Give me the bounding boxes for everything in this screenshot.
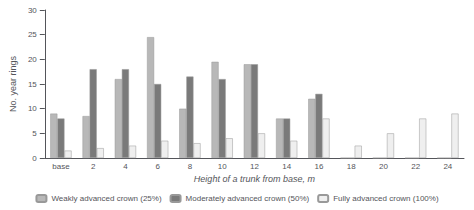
svg-text:16: 16 xyxy=(314,162,323,171)
svg-text:No. year rings: No. year rings xyxy=(8,55,18,112)
svg-text:Height of a trunk from base, m: Height of a trunk from base, m xyxy=(194,174,316,184)
svg-text:14: 14 xyxy=(282,162,291,171)
svg-text:20: 20 xyxy=(28,55,37,64)
svg-text:24: 24 xyxy=(443,162,452,171)
svg-text:18: 18 xyxy=(347,162,356,171)
svg-text:12: 12 xyxy=(250,162,259,171)
svg-text:6: 6 xyxy=(155,162,160,171)
svg-text:20: 20 xyxy=(379,162,388,171)
svg-text:0: 0 xyxy=(32,154,37,163)
svg-text:Fully advanced crown (100%): Fully advanced crown (100%) xyxy=(333,194,439,203)
svg-text:8: 8 xyxy=(188,162,193,171)
svg-text:25: 25 xyxy=(28,30,37,39)
svg-text:Weakly advanced crown (25%): Weakly advanced crown (25%) xyxy=(51,194,161,203)
svg-text:15: 15 xyxy=(28,80,37,89)
svg-text:10: 10 xyxy=(218,162,227,171)
svg-text:Moderately advanced crown (50%: Moderately advanced crown (50%) xyxy=(186,194,310,203)
svg-text:5: 5 xyxy=(32,129,37,138)
svg-text:2: 2 xyxy=(91,162,96,171)
svg-text:30: 30 xyxy=(28,6,37,15)
svg-text:base: base xyxy=(52,162,70,171)
svg-text:22: 22 xyxy=(411,162,420,171)
svg-text:4: 4 xyxy=(123,162,128,171)
svg-text:10: 10 xyxy=(28,104,37,113)
